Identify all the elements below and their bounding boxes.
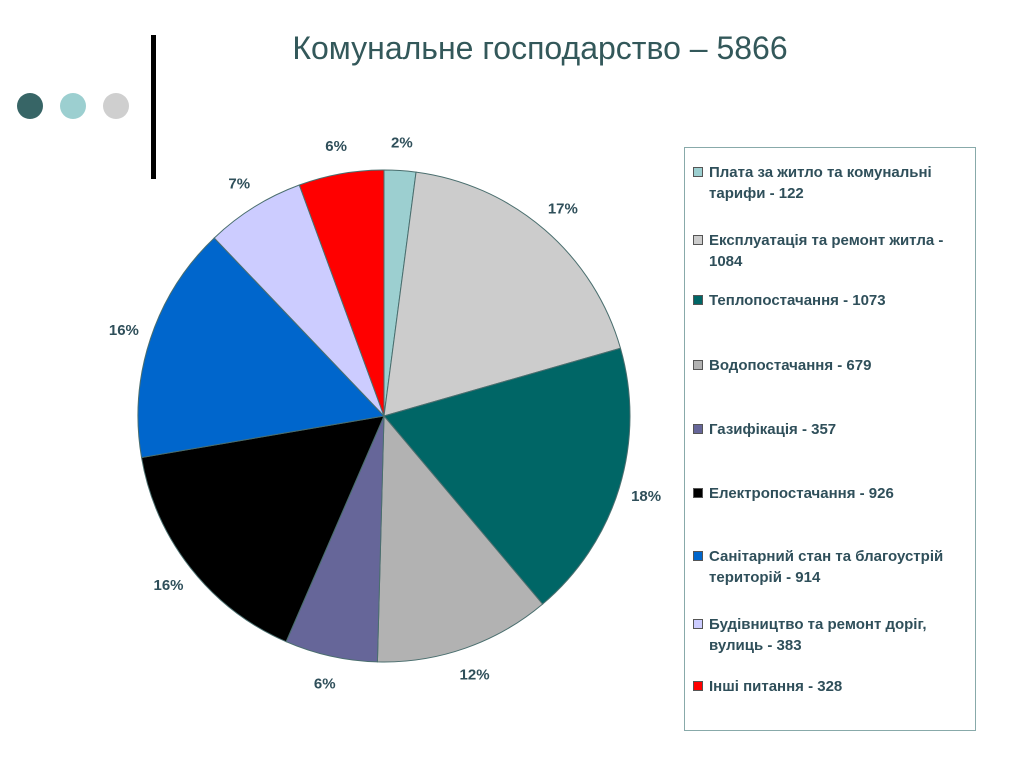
legend-swatch (693, 619, 703, 629)
legend-item-8: Будівництво та ремонт доріг, вулиць - 38… (693, 614, 975, 656)
chart-legend: Плата за житло та комунальні тарифи - 12… (684, 147, 976, 731)
legend-item-9: Інші питання - 328 (693, 676, 975, 697)
slice-percent-label-1: 2% (391, 135, 413, 152)
legend-swatch (693, 235, 703, 245)
legend-swatch (693, 681, 703, 691)
legend-label: Плата за житло та комунальні тарифи - 12… (709, 164, 932, 202)
legend-label: Газифікація - 357 (709, 421, 837, 438)
legend-swatch (693, 488, 703, 498)
legend-swatch (693, 424, 703, 434)
legend-label: Інші питання - 328 (709, 678, 843, 695)
slice-percent-label-4: 12% (460, 667, 490, 684)
legend-swatch (693, 551, 703, 561)
legend-label: Електропостачання - 926 (709, 485, 894, 502)
legend-swatch (693, 167, 703, 177)
legend-label: Теплопостачання - 1073 (709, 292, 886, 309)
pie-slice-7 (137, 237, 386, 459)
legend-label: Будівництво та ремонт доріг, вулиць - 38… (709, 616, 927, 654)
legend-item-4: Водопостачання - 679 (693, 355, 975, 376)
legend-item-2: Експлуатація та ремонт житла - 1084 (693, 230, 975, 272)
slice-percent-label-8: 7% (228, 175, 250, 192)
slice-percent-label-9: 6% (325, 138, 347, 155)
legend-item-5: Газифікація - 357 (693, 419, 975, 440)
legend-item-6: Електропостачання - 926 (693, 483, 975, 504)
legend-label: Експлуатація та ремонт житла - 1084 (709, 232, 944, 270)
legend-item-1: Плата за житло та комунальні тарифи - 12… (693, 162, 975, 204)
legend-swatch (693, 295, 703, 305)
slice-percent-label-5: 6% (314, 676, 336, 693)
pie-slice-6 (140, 415, 385, 643)
slice-percent-label-2: 17% (548, 200, 578, 217)
slide-title: Комунальне господарство – 5866 (292, 30, 788, 66)
pie-slice-3 (383, 347, 631, 605)
slice-percent-label-3: 18% (631, 488, 661, 505)
legend-swatch (693, 360, 703, 370)
slice-percent-label-6: 16% (153, 577, 183, 594)
pie-slice-2 (383, 171, 622, 417)
legend-item-3: Теплопостачання - 1073 (693, 290, 975, 311)
slice-percent-label-7: 16% (109, 322, 139, 339)
decor-dot-3 (103, 93, 129, 119)
decor-dot-1 (17, 93, 43, 119)
decor-dot-2 (60, 93, 86, 119)
pie-slice-4 (376, 414, 544, 663)
legend-label: Санітарний стан та благоустрій територій… (709, 548, 944, 586)
vertical-divider (151, 35, 156, 179)
pie-slice-9 (298, 169, 385, 417)
legend-label: Водопостачання - 679 (709, 357, 872, 374)
legend-item-7: Санітарний стан та благоустрій територій… (693, 546, 975, 588)
